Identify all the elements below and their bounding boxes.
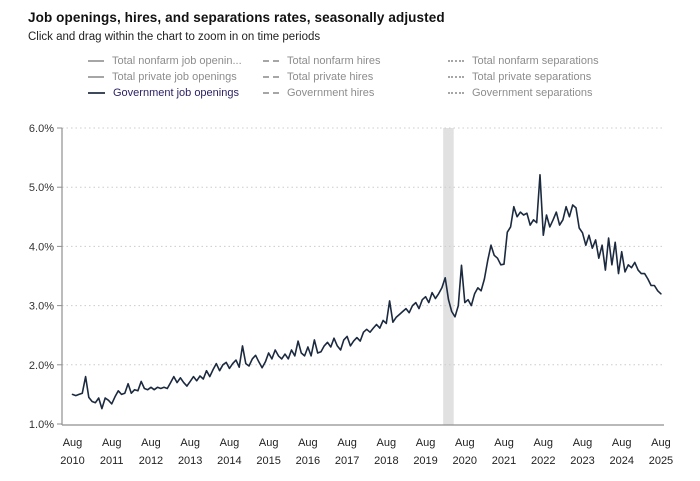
- y-axis-label: 2.0%: [29, 360, 54, 372]
- x-axis-label-year: 2017: [335, 455, 359, 467]
- x-axis-label-month: Aug: [533, 437, 553, 449]
- solid-line-swatch-icon: [88, 92, 105, 94]
- x-axis-label-year: 2021: [492, 455, 516, 467]
- legend-item-label: Total private separations: [472, 71, 592, 83]
- x-axis-label-year: 2019: [413, 455, 437, 467]
- x-axis-label-month: Aug: [102, 437, 122, 449]
- dotted-line-swatch-icon: [448, 76, 464, 78]
- legend-item-government-separations[interactable]: Government separations: [448, 85, 599, 101]
- chart-instructions: Click and drag within the chart to zoom …: [28, 31, 321, 43]
- legend-item-total-private-job-openings[interactable]: Total private job openings: [88, 69, 263, 85]
- legend-item-label: Government hires: [287, 87, 375, 99]
- x-axis-label-year: 2023: [570, 455, 594, 467]
- y-axis-label: 6.0%: [29, 123, 54, 135]
- x-axis-label-month: Aug: [416, 437, 436, 449]
- x-axis-label-month: Aug: [141, 437, 161, 449]
- x-axis-label-month: Aug: [259, 437, 279, 449]
- chart-header: Job openings, hires, and separations rat…: [28, 10, 445, 43]
- legend-item-total-nonfarm-hires[interactable]: Total nonfarm hires: [263, 53, 448, 69]
- y-axis-label: 5.0%: [29, 182, 54, 194]
- legend-item-government-job-openings[interactable]: Government job openings: [88, 85, 263, 101]
- dashed-line-swatch-icon: [263, 60, 279, 62]
- legend-item-total-nonfarm-job-openin[interactable]: Total nonfarm job openin...: [88, 53, 263, 69]
- legend-item-label: Total private hires: [287, 71, 374, 83]
- y-axis-label: 3.0%: [29, 301, 54, 313]
- x-axis-label-month: Aug: [494, 437, 514, 449]
- x-axis-label-year: 2025: [649, 455, 673, 467]
- x-axis-label-month: Aug: [220, 437, 240, 449]
- recession-shading-band: [443, 128, 454, 425]
- legend-item-total-nonfarm-separations[interactable]: Total nonfarm separations: [448, 53, 599, 69]
- x-axis-label-month: Aug: [63, 437, 83, 449]
- legend-column-dotted: Total nonfarm separations Total private s…: [448, 53, 599, 101]
- x-axis-label-month: Aug: [573, 437, 593, 449]
- dashed-line-swatch-icon: [263, 92, 279, 94]
- x-axis-label-year: 2018: [374, 455, 398, 467]
- solid-line-swatch-icon: [88, 76, 104, 78]
- dotted-line-swatch-icon: [448, 60, 464, 62]
- x-axis-label-month: Aug: [377, 437, 397, 449]
- legend-item-label: Total private job openings: [112, 71, 237, 83]
- x-axis-label-year: 2020: [453, 455, 477, 467]
- legend-item-label: Total nonfarm job openin...: [112, 55, 242, 67]
- dashed-line-swatch-icon: [263, 76, 279, 78]
- chart-plot-area[interactable]: [62, 128, 664, 424]
- solid-line-swatch-icon: [88, 60, 104, 62]
- x-axis-label-month: Aug: [337, 437, 357, 449]
- legend-column-dashed: Total nonfarm hires Total private hires Go…: [263, 53, 448, 101]
- x-axis-label-year: 2013: [178, 455, 202, 467]
- page-title: Job openings, hires, and separations rat…: [28, 10, 445, 25]
- legend-item-total-private-separations[interactable]: Total private separations: [448, 69, 599, 85]
- legend-item-government-hires[interactable]: Government hires: [263, 85, 448, 101]
- x-axis-label-month: Aug: [298, 437, 318, 449]
- legend-item-label: Government job openings: [113, 87, 239, 99]
- legend-item-total-private-hires[interactable]: Total private hires: [263, 69, 448, 85]
- x-axis-label-month: Aug: [612, 437, 632, 449]
- x-axis-label-year: 2015: [256, 455, 280, 467]
- x-axis-label-year: 2022: [531, 455, 555, 467]
- x-axis-label-month: Aug: [651, 437, 671, 449]
- x-axis-label-year: 2011: [100, 455, 124, 467]
- x-axis-label-year: 2014: [217, 455, 241, 467]
- legend-item-label: Government separations: [472, 87, 593, 99]
- x-axis-label-year: 2012: [139, 455, 163, 467]
- x-axis-label-month: Aug: [180, 437, 200, 449]
- x-axis-label-year: 2024: [609, 455, 633, 467]
- x-axis-label-month: Aug: [455, 437, 475, 449]
- legend-column-solid: Total nonfarm job openin... Total private…: [88, 53, 263, 101]
- x-axis-label-year: 2016: [296, 455, 320, 467]
- dotted-line-swatch-icon: [448, 92, 464, 94]
- legend-item-label: Total nonfarm hires: [287, 55, 381, 67]
- y-axis-label: 1.0%: [29, 419, 54, 431]
- x-axis-label-year: 2010: [60, 455, 84, 467]
- legend: Total nonfarm job openin... Total private…: [88, 53, 599, 101]
- series-government-job-openings-line: [71, 174, 662, 410]
- y-axis-label: 4.0%: [29, 241, 54, 253]
- legend-item-label: Total nonfarm separations: [472, 55, 599, 67]
